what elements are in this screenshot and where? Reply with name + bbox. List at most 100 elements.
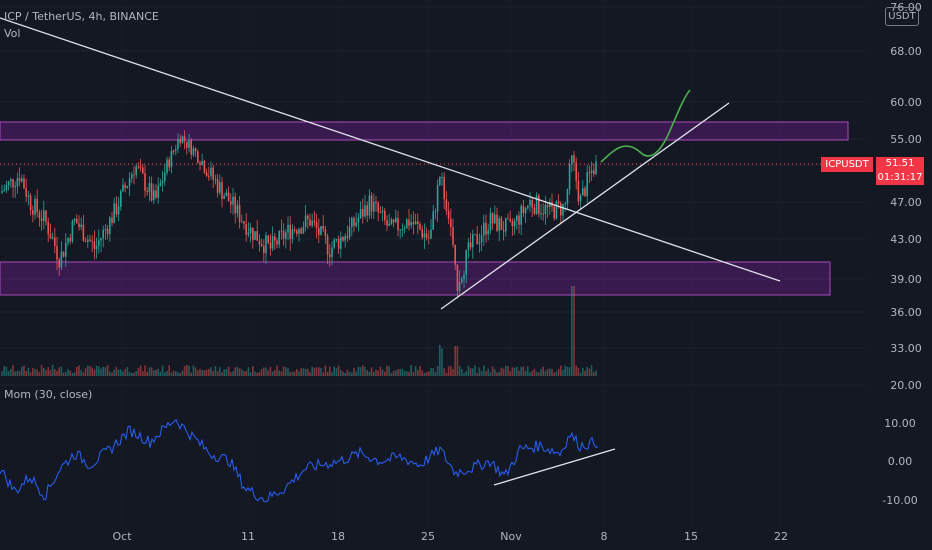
candle-body [315, 222, 318, 229]
volume-bar [170, 372, 173, 376]
candle-body [210, 167, 212, 176]
candle-body [117, 206, 120, 215]
volume-bar [133, 372, 135, 376]
volume-bar [386, 365, 388, 376]
price-axis[interactable]: 76.0068.0060.0055.0047.0043.0039.0036.00… [882, 1, 921, 507]
volume-bar [533, 368, 536, 376]
candle-body [513, 220, 516, 227]
candle-body [234, 196, 236, 214]
volume-bar [562, 370, 564, 376]
candle-body [573, 155, 575, 163]
candle-body [421, 229, 423, 238]
candle-body [271, 236, 274, 249]
symbol-title[interactable]: ICP / TetherUS, 4h, BINANCE [4, 10, 159, 23]
volume-bar [518, 370, 520, 376]
candle-body [390, 219, 393, 224]
candle-body [23, 178, 25, 189]
time-axis[interactable]: Oct 11 18 25 Nov 8 15 22 [112, 530, 788, 543]
volume-bar [241, 369, 243, 376]
candle-body [230, 201, 232, 205]
candle-body [364, 205, 366, 217]
volume-bar [410, 365, 412, 376]
candle-body [483, 222, 485, 236]
candle-body [562, 203, 564, 216]
grid [0, 6, 865, 386]
candle-body [282, 231, 285, 239]
candle-body [309, 218, 311, 226]
volume-bar [172, 370, 175, 376]
projection-curve[interactable] [600, 89, 691, 163]
candle-body [278, 230, 280, 245]
candle-body [337, 238, 340, 249]
volume-bar [269, 366, 272, 376]
candle-body [150, 183, 153, 201]
candle-body [588, 172, 591, 174]
candle-body [124, 184, 126, 188]
momentum-trendline[interactable] [493, 448, 616, 486]
volume-bar [333, 366, 335, 376]
volume-bar [425, 371, 428, 376]
volume-bar [487, 368, 489, 376]
candle-body [456, 264, 459, 291]
candle-body [276, 240, 278, 245]
candle-body [381, 210, 384, 213]
candle-body [544, 204, 547, 215]
candle-body [254, 231, 256, 240]
candle-body [27, 195, 30, 197]
candle-body [538, 195, 540, 214]
candle-body [109, 217, 111, 235]
candle-body [133, 174, 135, 176]
bar-countdown: 01:31:17 [876, 171, 924, 185]
volume-bar [309, 372, 311, 376]
candle-body [10, 179, 12, 182]
candle-body [243, 221, 245, 224]
volume-bar [73, 372, 76, 376]
candle-body [489, 212, 492, 231]
time-tick-label: Nov [500, 530, 522, 543]
support-zone[interactable] [0, 261, 831, 296]
volume-bar [540, 368, 542, 376]
volume-bar [544, 371, 547, 376]
volume-bar [263, 367, 265, 376]
volume-bar [326, 371, 329, 376]
momentum-indicator-label[interactable]: Mom (30, close) [4, 388, 93, 401]
volume-bar [120, 369, 122, 376]
candle-body [190, 140, 192, 155]
volume-bar [480, 370, 483, 376]
volume-bar [577, 367, 580, 376]
volume-bar [278, 370, 280, 376]
candle-body [181, 136, 184, 144]
candle-body [21, 178, 23, 182]
volume-bar [122, 371, 124, 376]
volume-indicator-label[interactable]: Vol [4, 27, 21, 40]
ascending-trendline[interactable] [440, 102, 730, 310]
volume-bar [390, 372, 393, 376]
volume-bar [520, 366, 522, 376]
volume-bar [348, 371, 351, 376]
volume-bar [399, 369, 401, 376]
descending-trendline[interactable] [0, 17, 781, 282]
volume-bar [271, 371, 274, 376]
volume-bar [381, 369, 384, 376]
currency-button[interactable]: USDT [885, 7, 919, 26]
volume-bar [397, 369, 399, 376]
candle-body [417, 221, 419, 225]
volume-bar [181, 370, 184, 376]
candle-body [208, 175, 210, 177]
candle-body [95, 245, 98, 250]
volume-bar [500, 367, 503, 376]
candle-body [335, 238, 338, 240]
volume-bar [201, 370, 203, 376]
candle-body [91, 240, 93, 242]
candle-body [93, 241, 96, 250]
candle-body [331, 247, 333, 258]
candle-body [221, 182, 223, 199]
volume-bar [27, 367, 30, 376]
resistance-zone[interactable] [0, 121, 849, 141]
volume-bar [84, 368, 87, 376]
candle-body [436, 184, 439, 212]
volume-bar [205, 369, 208, 376]
candle-body [546, 204, 549, 208]
candle-body [403, 228, 406, 230]
candle-body [535, 195, 538, 214]
